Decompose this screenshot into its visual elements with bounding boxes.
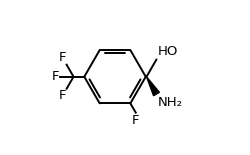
Text: F: F	[58, 89, 66, 102]
Text: F: F	[132, 114, 140, 127]
Text: HO: HO	[157, 45, 178, 58]
Text: F: F	[58, 51, 66, 64]
Text: F: F	[52, 70, 59, 83]
Polygon shape	[146, 77, 160, 96]
Text: NH₂: NH₂	[157, 96, 182, 108]
